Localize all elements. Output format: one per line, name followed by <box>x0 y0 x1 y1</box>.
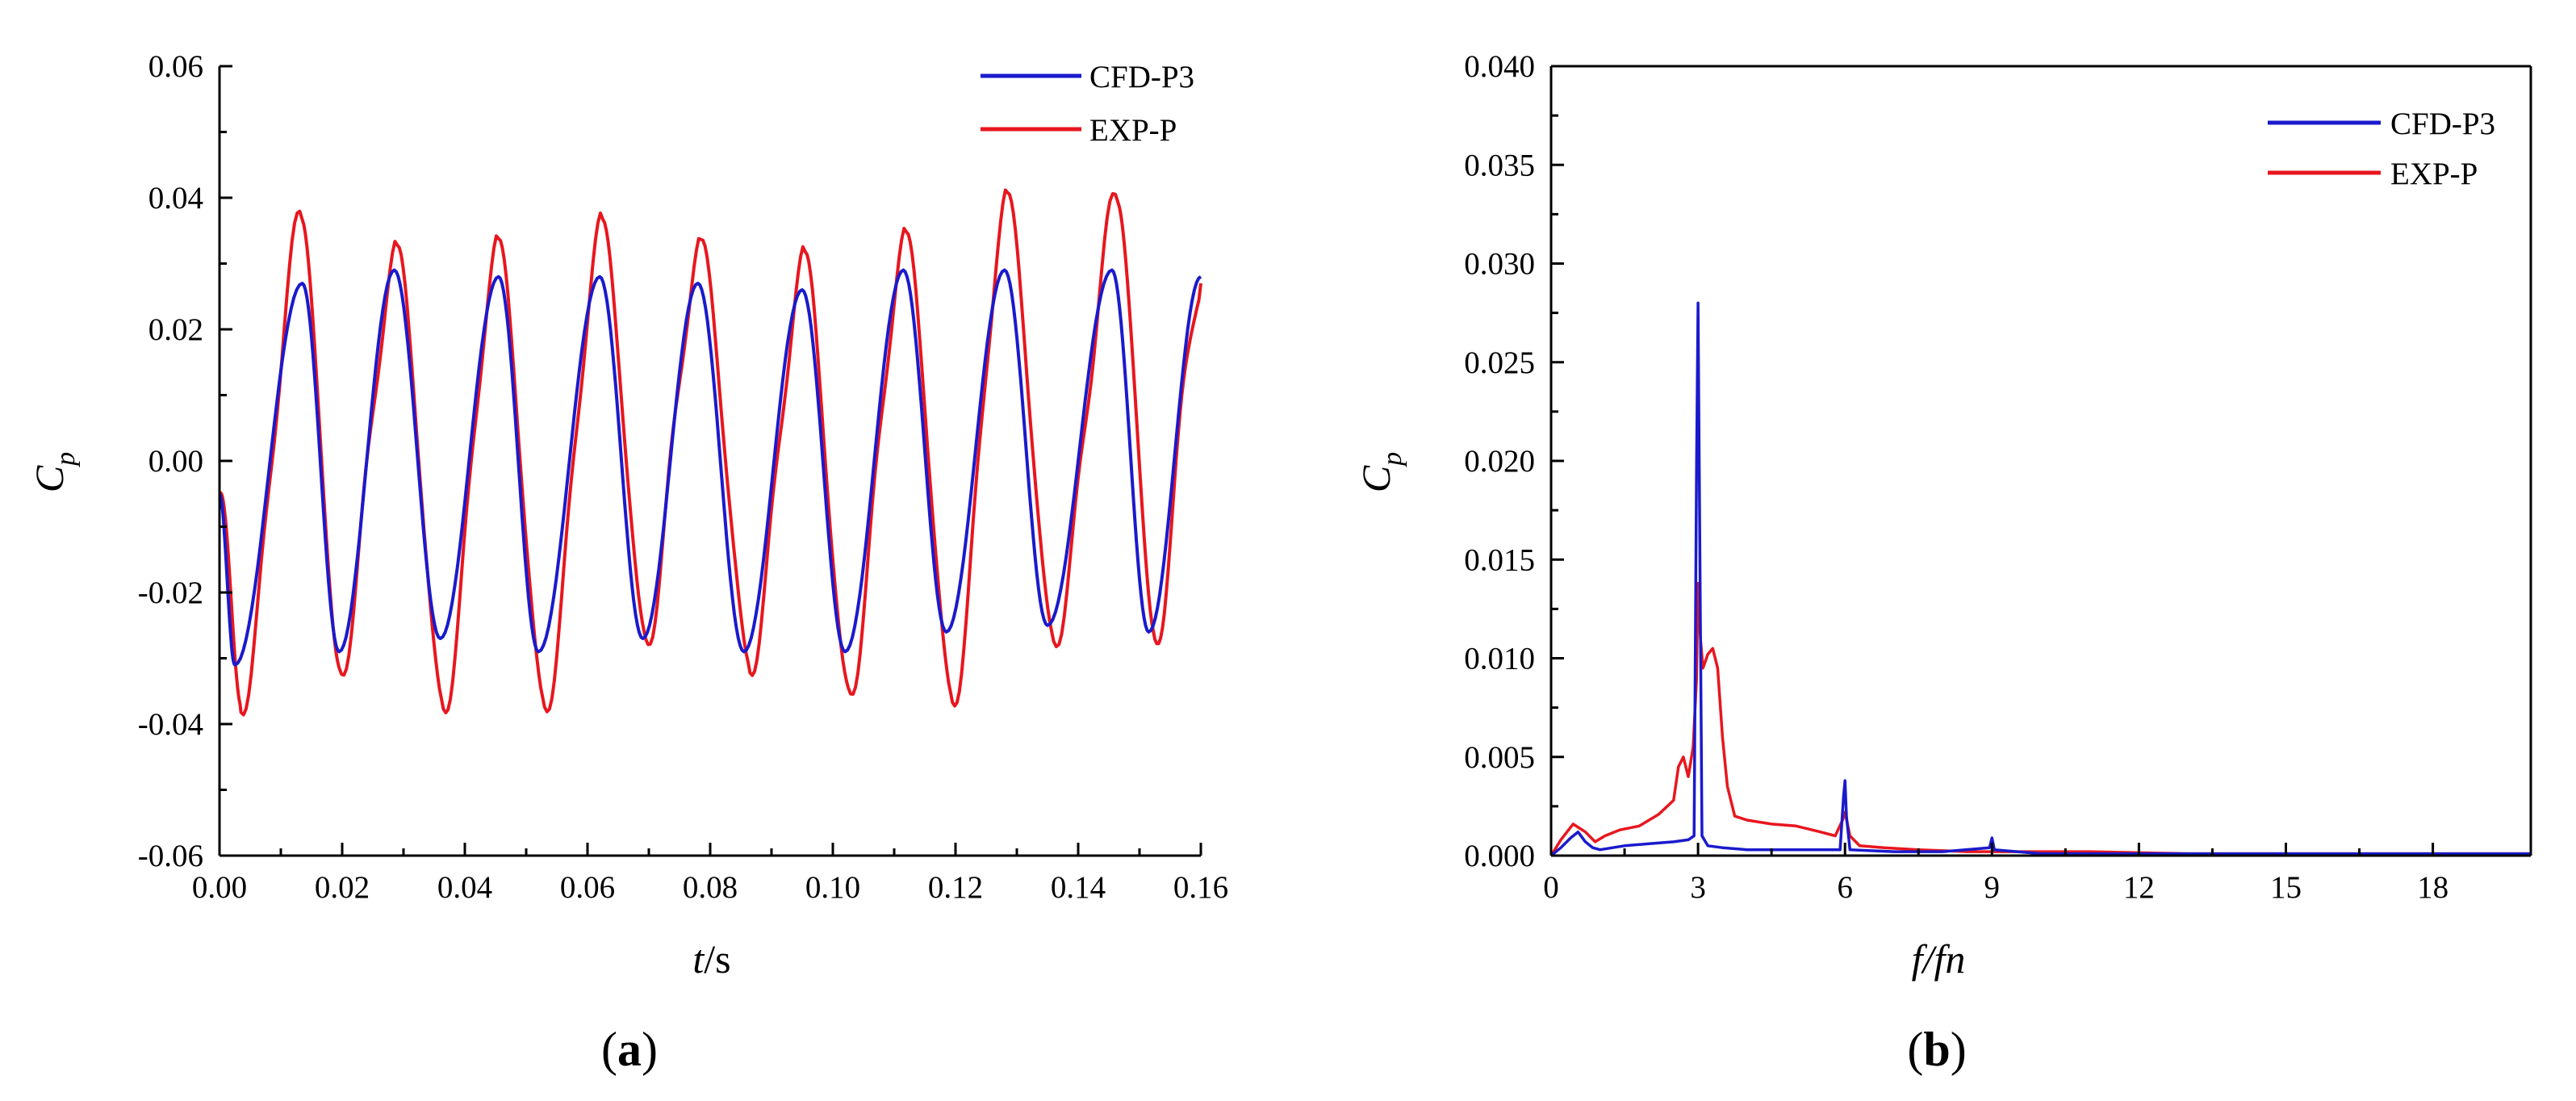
chart-b-xtick-label: 3 <box>1690 870 1706 905</box>
chart-a-series-line <box>218 268 1202 667</box>
chart-b-legend-label-cfd: CFD-P3 <box>2390 107 2495 141</box>
chart-b-ytick-label: 0.025 <box>1464 345 1535 380</box>
chart-a-xtick-label: 0.10 <box>805 870 860 905</box>
chart-a-xlabel-unit: /s <box>704 936 730 982</box>
chart-b-xtick-label: 0 <box>1543 870 1559 905</box>
chart-a-ytick-label: 0.06 <box>148 49 203 84</box>
chart-a-legend-label-exp: EXP-P <box>1089 113 1177 148</box>
chart-b-ylabel: Cp <box>1353 452 1407 492</box>
chart-a-ytick-label: -0.06 <box>138 839 203 873</box>
chart-a-ytick-label: -0.04 <box>138 707 203 742</box>
chart-b-ytick-label: 0.005 <box>1464 740 1535 775</box>
chart-a-xtick-label: 0.16 <box>1173 870 1228 905</box>
chart-b-series-line <box>1549 301 2531 857</box>
chart-b-panel-label: (b) <box>1907 1023 1966 1076</box>
chart-a-xtick-label: 0.08 <box>683 870 738 905</box>
chart-b-series-line <box>1549 581 2531 856</box>
chart-b-ytick-label: 0.010 <box>1464 642 1535 676</box>
chart-b-xtick-label: 18 <box>2417 870 2448 905</box>
chart-b-ylabel-main: C <box>1353 465 1399 492</box>
chart-b-ytick-label: 0.000 <box>1464 839 1535 873</box>
chart-b-series <box>1549 301 2532 857</box>
chart-a-series <box>218 188 1202 717</box>
chart-b-tick-labels: 0 3 6 9 12 15 18 0.000 0.005 0.010 0.015 0.020 0.025… <box>1464 49 2448 905</box>
chart-a-xtick-label: 0.04 <box>437 870 492 905</box>
chart-b-ylabel-sub: p <box>1378 452 1407 467</box>
chart-b-xtick-label: 6 <box>1837 870 1853 905</box>
chart-a-panel-label: (a) <box>601 1023 658 1076</box>
chart-a-ytick-label: 0.02 <box>148 312 203 347</box>
chart-a-xtick-label: 0.02 <box>315 870 370 905</box>
chart-b-legend: CFD-P3 EXP-P <box>2268 107 2495 191</box>
chart-b-xlabel: f/fn <box>1912 936 1966 982</box>
chart-b-ytick-label: 0.035 <box>1464 148 1535 182</box>
chart-b-ytick-label: 0.020 <box>1464 444 1535 479</box>
chart-a-xtick-label: 0.14 <box>1051 870 1106 905</box>
chart-a-legend: CFD-P3 EXP-P <box>981 60 1194 148</box>
chart-a-axes <box>218 65 1202 857</box>
chart-a-tick-labels: 0.00 0.02 0.04 0.06 0.08 0.10 0.12 0.14 0.16 -0.0… <box>138 49 1228 905</box>
chart-a-ytick-label: 0.00 <box>148 444 203 479</box>
chart-b-ytick-label: 0.030 <box>1464 247 1535 282</box>
chart-b-ytick-label: 0.015 <box>1464 542 1535 577</box>
chart-b-axes <box>1549 65 2532 857</box>
chart-a-ytick-label: -0.02 <box>138 576 203 610</box>
chart-b-ytick-label: 0.040 <box>1464 49 1535 84</box>
chart-b-xtick-label: 15 <box>2270 870 2302 905</box>
chart-a-ylabel: Cp <box>27 452 81 492</box>
chart-a-ylabel-main: C <box>27 465 72 492</box>
chart-b: 0 3 6 9 12 15 18 0.000 0.005 0.010 0.015 0.020 0.025… <box>1353 49 2532 1076</box>
chart-a-ytick-label: 0.04 <box>148 181 203 216</box>
chart-a-xtick-label: 0.06 <box>560 870 615 905</box>
chart-b-xtick-label: 9 <box>1984 870 2001 905</box>
chart-a-legend-label-cfd: CFD-P3 <box>1089 60 1194 94</box>
chart-a-xlabel: t/s <box>692 936 730 982</box>
chart-a-xtick-label: 0.00 <box>192 870 247 905</box>
chart-b-xtick-label: 12 <box>2123 870 2155 905</box>
chart-a-ylabel-sub: p <box>51 452 81 467</box>
chart-a: 0.00 0.02 0.04 0.06 0.08 0.10 0.12 0.14 0.16 -0.0… <box>27 49 1228 1076</box>
chart-b-legend-label-exp: EXP-P <box>2390 157 2478 191</box>
chart-a-xlabel-var: t <box>692 936 705 982</box>
chart-a-xtick-label: 0.12 <box>928 870 983 905</box>
